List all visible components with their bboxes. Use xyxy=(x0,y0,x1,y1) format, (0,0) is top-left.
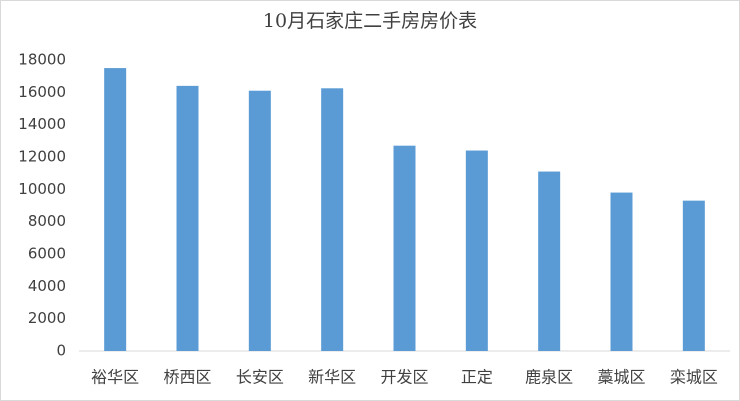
bar xyxy=(610,192,633,351)
x-tick-label: 裕华区 xyxy=(91,368,139,387)
y-tick-label: 10000 xyxy=(18,180,66,198)
bar xyxy=(538,171,561,351)
y-tick-label: 18000 xyxy=(18,51,66,69)
chart-title: 10月石家庄二手房房价表 xyxy=(263,10,477,32)
y-tick-label: 6000 xyxy=(28,245,66,263)
bar xyxy=(176,85,199,351)
x-tick-label: 开发区 xyxy=(380,368,428,387)
x-tick-label: 藁城区 xyxy=(597,368,645,387)
y-tick-label: 8000 xyxy=(28,212,66,230)
bar xyxy=(465,150,488,351)
y-tick-label: 14000 xyxy=(18,115,66,133)
y-tick-label: 0 xyxy=(56,342,66,360)
x-tick-label: 栾城区 xyxy=(670,368,718,387)
y-tick-label: 2000 xyxy=(28,309,66,327)
bar xyxy=(393,145,416,351)
x-tick-label: 新华区 xyxy=(308,368,356,387)
y-tick-label: 16000 xyxy=(18,83,66,101)
bar xyxy=(248,90,271,351)
x-tick-label: 鹿泉区 xyxy=(525,368,573,387)
bar xyxy=(321,88,344,352)
y-tick-label: 12000 xyxy=(18,148,66,166)
x-tick-label: 正定 xyxy=(461,368,493,387)
x-tick-label: 长安区 xyxy=(236,368,284,387)
x-tick-label: 桥西区 xyxy=(163,368,211,387)
bar xyxy=(682,200,705,351)
y-tick-label: 4000 xyxy=(28,277,66,295)
bar xyxy=(104,68,127,351)
